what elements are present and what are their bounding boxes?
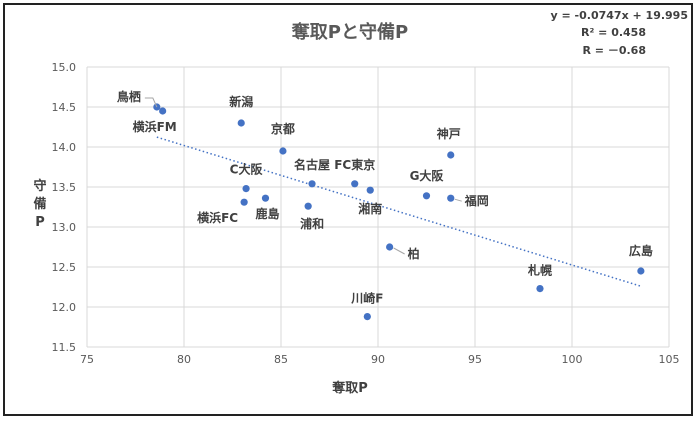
data-point — [447, 194, 455, 202]
data-label: 浦和 — [300, 216, 324, 231]
data-point — [366, 186, 374, 194]
data-label: G大阪 — [410, 168, 445, 183]
data-label: 湘南 — [358, 201, 382, 216]
data-point — [447, 151, 455, 159]
data-label: 横浜FC — [197, 210, 238, 225]
data-label: 川崎F — [350, 291, 383, 306]
data-point — [240, 198, 248, 206]
y-axis-label: 守備 P — [33, 178, 46, 230]
y-axis-label-char: 備 — [33, 196, 46, 212]
data-point — [279, 147, 287, 155]
y-axis-label-char: 守 — [33, 178, 46, 194]
data-label: 福岡 — [464, 193, 489, 208]
data-label: 京都 — [271, 121, 295, 136]
trendline — [156, 136, 642, 287]
x-tick-label: 105 — [659, 353, 680, 366]
leader-line — [454, 198, 462, 202]
x-tick-label: 75 — [80, 353, 94, 366]
data-label: 鹿島 — [255, 206, 279, 221]
x-tick-label: 80 — [177, 353, 191, 366]
data-label: 新潟 — [229, 94, 253, 109]
trendline-equation: y = -0.0747x + 19.995 — [551, 9, 688, 22]
data-label: C大阪 — [230, 162, 264, 177]
data-point — [536, 285, 544, 293]
data-point — [308, 180, 316, 188]
y-tick-label: 15.0 — [52, 61, 77, 74]
leader-line — [393, 247, 405, 255]
data-label: 鳥栖 — [117, 89, 141, 104]
data-label: 柏 — [408, 246, 420, 261]
data-label: FC東京 — [334, 157, 375, 172]
leader-line — [144, 97, 158, 108]
y-tick-label: 14.5 — [52, 101, 77, 114]
x-tick-label: 90 — [371, 353, 385, 366]
data-point — [386, 243, 394, 251]
data-label: 広島 — [629, 243, 653, 258]
y-axis-label-char: P — [35, 215, 45, 230]
data-point — [159, 107, 167, 115]
data-point — [351, 180, 359, 188]
x-axis-label: 奪取P — [331, 380, 368, 396]
data-point — [363, 313, 371, 321]
data-point — [237, 119, 245, 127]
chart-frame — [3, 3, 693, 416]
y-tick-label: 12.5 — [52, 261, 77, 274]
y-tick-label: 11.5 — [52, 341, 77, 354]
x-tick-label: 95 — [468, 353, 482, 366]
r-squared: R² = 0.458 — [581, 26, 646, 39]
y-tick-label: 12.0 — [52, 301, 77, 314]
data-label: 名古屋 — [294, 157, 330, 172]
x-tick-label: 100 — [562, 353, 583, 366]
data-point — [261, 194, 270, 202]
data-point — [637, 267, 645, 275]
y-tick-label: 13.5 — [52, 181, 77, 194]
r-value: R = －0.68 — [583, 44, 647, 57]
x-tick-label: 85 — [274, 353, 288, 366]
data-label: 神戸 — [437, 126, 461, 141]
data-point — [304, 202, 312, 210]
chart-title: 奪取Pと守備P — [291, 21, 408, 43]
data-point — [242, 185, 250, 193]
y-tick-label: 13.0 — [52, 221, 77, 234]
data-point — [422, 192, 431, 200]
y-tick-label: 14.0 — [52, 141, 77, 154]
data-label: 横浜FM — [133, 119, 177, 134]
data-label: 札幌 — [527, 263, 552, 278]
